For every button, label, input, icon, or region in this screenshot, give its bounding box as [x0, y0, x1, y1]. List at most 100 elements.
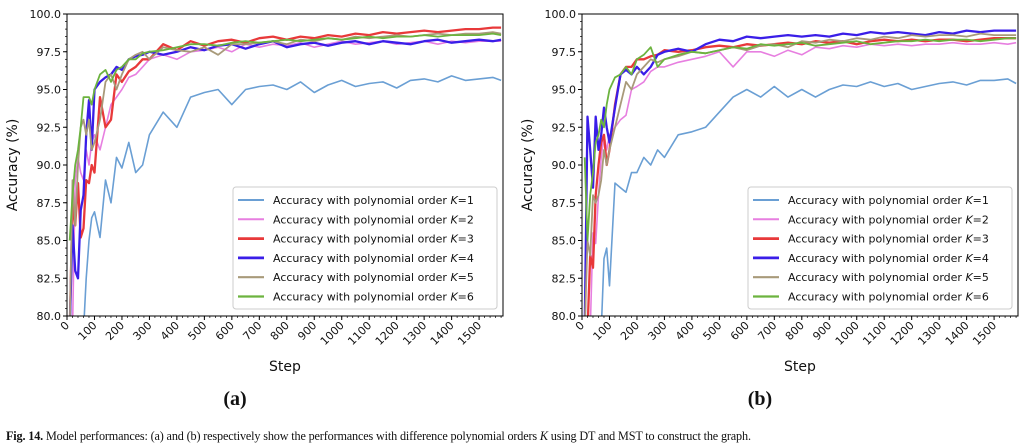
legend-value: =1 [458, 194, 474, 207]
series-line-k1 [600, 78, 1017, 316]
caption-text-end: using DT and MST to construct the graph. [547, 429, 751, 443]
caption-label: Fig. 14. [6, 429, 44, 443]
x-tick-label: 1500 [455, 319, 484, 348]
figure-caption: Fig. 14. Model performances: (a) and (b)… [6, 429, 751, 444]
y-tick-label: 100.0 [545, 8, 577, 21]
legend-italic-k: K [965, 194, 973, 207]
y-tick-label: 85.0 [37, 235, 62, 248]
legend-value: =4 [973, 252, 989, 265]
legend-italic-k: K [450, 233, 458, 246]
legend-value: =3 [973, 233, 989, 246]
x-tick-label: 1500 [970, 319, 999, 348]
legend: Accuracy with polynomial order K=1Accura… [232, 186, 498, 310]
legend-value: =5 [458, 271, 474, 284]
x-tick-label: 1400 [943, 319, 972, 348]
caption-italic-k: K [539, 429, 548, 443]
legend-italic-k: K [450, 194, 458, 207]
legend-label-k4: Accuracy with polynomial order K=4 [273, 252, 474, 265]
series-line-k1 [83, 75, 502, 316]
y-tick-label: 95.0 [37, 84, 62, 97]
x-tick-label: 200 [618, 319, 642, 343]
legend-label-k5: Accuracy with polynomial order K=5 [788, 271, 989, 284]
y-tick-label: 90.0 [37, 159, 62, 172]
x-tick-label: 200 [103, 319, 127, 343]
x-tick-label: 600 [213, 319, 237, 343]
chart-b: 80.0 82.5 85.0 87.5 90.0 92.5 95.0 97.5 100.0 0 10… [520, 8, 1019, 410]
legend-label-k5: Accuracy with polynomial order K=5 [273, 271, 474, 284]
legend-value: =2 [973, 213, 989, 226]
x-tick-label: 400 [158, 319, 182, 343]
legend-box [747, 186, 1013, 310]
panel-label: (a) [223, 388, 246, 410]
x-tick-label: 1000 [833, 319, 862, 348]
legend-label-k3: Accuracy with polynomial order K=3 [273, 233, 474, 246]
legend-italic-k: K [965, 291, 973, 304]
legend-text: Accuracy with polynomial order [788, 213, 965, 226]
legend-text: Accuracy with polynomial order [273, 233, 450, 246]
legend-label-k1: Accuracy with polynomial order K=1 [788, 194, 989, 207]
x-tick-label: 0 [58, 319, 72, 333]
legend-italic-k: K [965, 252, 973, 265]
chart-a: 80.0 82.5 85.0 87.5 90.0 92.5 95.0 97.5 100.0 0 10… [5, 8, 504, 410]
x-tick-label: 700 [755, 319, 779, 343]
legend-value: =1 [973, 194, 989, 207]
series-line-k3 [68, 26, 502, 316]
legend-text: Accuracy with polynomial order [273, 194, 450, 207]
y-tick-label: 92.5 [552, 121, 577, 134]
legend-italic-k: K [965, 233, 973, 246]
legend-label-k1: Accuracy with polynomial order K=1 [273, 194, 474, 207]
y-tick-label: 85.0 [552, 235, 577, 248]
x-tick-label: 300 [130, 319, 154, 343]
series-line-k4 [68, 38, 502, 316]
y-tick-label: 100.0 [30, 8, 62, 21]
x-tick-label: 400 [673, 319, 697, 343]
y-tick-label: 87.5 [37, 197, 62, 210]
x-tick-label: 1100 [345, 319, 374, 348]
x-tick-label: 900 [810, 319, 834, 343]
legend-text: Accuracy with polynomial order [788, 194, 965, 207]
x-tick-label: 900 [295, 319, 319, 343]
legend-value: =6 [973, 291, 989, 304]
legend-value: =4 [458, 252, 474, 265]
legend-value: =2 [458, 213, 474, 226]
x-tick-label: 1300 [915, 319, 944, 348]
legend-value: =6 [458, 291, 474, 304]
x-tick-label: 0 [573, 319, 587, 333]
x-tick-label: 1200 [888, 319, 917, 348]
y-tick-label: 97.5 [37, 46, 62, 59]
x-tick-label: 800 [268, 319, 292, 343]
x-axis-label: Step [269, 359, 301, 375]
y-tick-label: 82.5 [552, 272, 577, 285]
x-tick-label: 300 [645, 319, 669, 343]
legend-italic-k: K [450, 271, 458, 284]
legend-text: Accuracy with polynomial order [788, 271, 965, 284]
legend-italic-k: K [965, 271, 973, 284]
panel-label: (b) [748, 388, 772, 410]
y-tick-label: 92.5 [37, 121, 62, 134]
legend-italic-k: K [450, 291, 458, 304]
x-tick-label: 1400 [428, 319, 457, 348]
y-tick-label: 95.0 [552, 84, 577, 97]
x-tick-label: 500 [700, 319, 724, 343]
y-tick-label: 80.0 [37, 310, 62, 323]
legend-text: Accuracy with polynomial order [273, 271, 450, 284]
legend-label-k2: Accuracy with polynomial order K=2 [788, 213, 989, 226]
x-tick-label: 1200 [373, 319, 402, 348]
legend-label-k3: Accuracy with polynomial order K=3 [788, 233, 989, 246]
legend-text: Accuracy with polynomial order [273, 291, 450, 304]
y-axis-label: Accuracy (%) [5, 119, 21, 212]
x-tick-label: 100 [76, 319, 100, 343]
x-tick-label: 1100 [860, 319, 889, 348]
series-line-k6 [583, 37, 1017, 242]
legend-text: Accuracy with polynomial order [273, 252, 450, 265]
y-tick-label: 90.0 [552, 159, 577, 172]
y-tick-label: 87.5 [552, 197, 577, 210]
x-tick-label: 600 [728, 319, 752, 343]
legend-value: =3 [458, 233, 474, 246]
x-tick-label: 700 [240, 319, 264, 343]
legend-label-k2: Accuracy with polynomial order K=2 [273, 213, 474, 226]
y-tick-label: 97.5 [552, 46, 577, 59]
legend: Accuracy with polynomial order K=1Accura… [747, 186, 1013, 310]
legend-value: =5 [973, 271, 989, 284]
legend-text: Accuracy with polynomial order [788, 233, 965, 246]
